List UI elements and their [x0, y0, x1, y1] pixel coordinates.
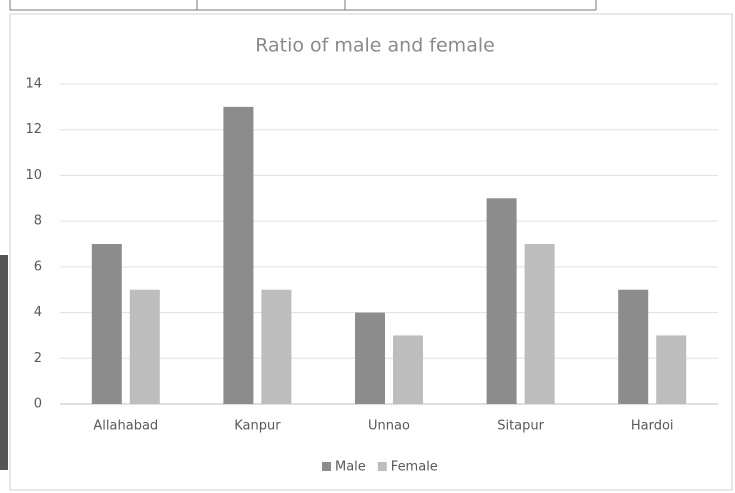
y-tick-label: 10: [25, 168, 42, 183]
legend-label: Male: [335, 460, 366, 475]
y-tick-label: 6: [34, 259, 42, 274]
bar: [393, 335, 423, 404]
bar: [261, 289, 292, 404]
bar: [486, 198, 517, 404]
bar: [656, 335, 687, 404]
bar: [223, 106, 254, 404]
y-tick-label: 2: [34, 351, 42, 366]
bar: [618, 289, 649, 404]
x-tick-label: Sitapur: [497, 419, 544, 434]
y-tick-label: 12: [25, 122, 42, 137]
bar: [355, 312, 385, 404]
chart-title: Ratio of male and female: [255, 35, 495, 57]
x-tick-label: Allahabad: [93, 419, 158, 434]
y-tick-label: 4: [34, 305, 42, 320]
bar: [91, 244, 122, 404]
x-tick-label: Kanpur: [234, 419, 281, 434]
y-tick-label: 14: [25, 77, 42, 92]
y-tick-label: 0: [34, 397, 42, 412]
bar: [524, 244, 555, 404]
legend-swatch: [322, 462, 331, 471]
x-tick-label: Unnao: [368, 419, 410, 434]
bar: [129, 289, 160, 404]
x-tick-label: Hardoi: [631, 419, 674, 434]
chart-border: [9, 13, 733, 491]
legend-swatch: [377, 462, 387, 471]
legend-label: Female: [391, 460, 438, 475]
table-fragment: [9, 0, 597, 11]
side-edge: [0, 255, 8, 470]
y-tick-label: 8: [34, 214, 42, 229]
